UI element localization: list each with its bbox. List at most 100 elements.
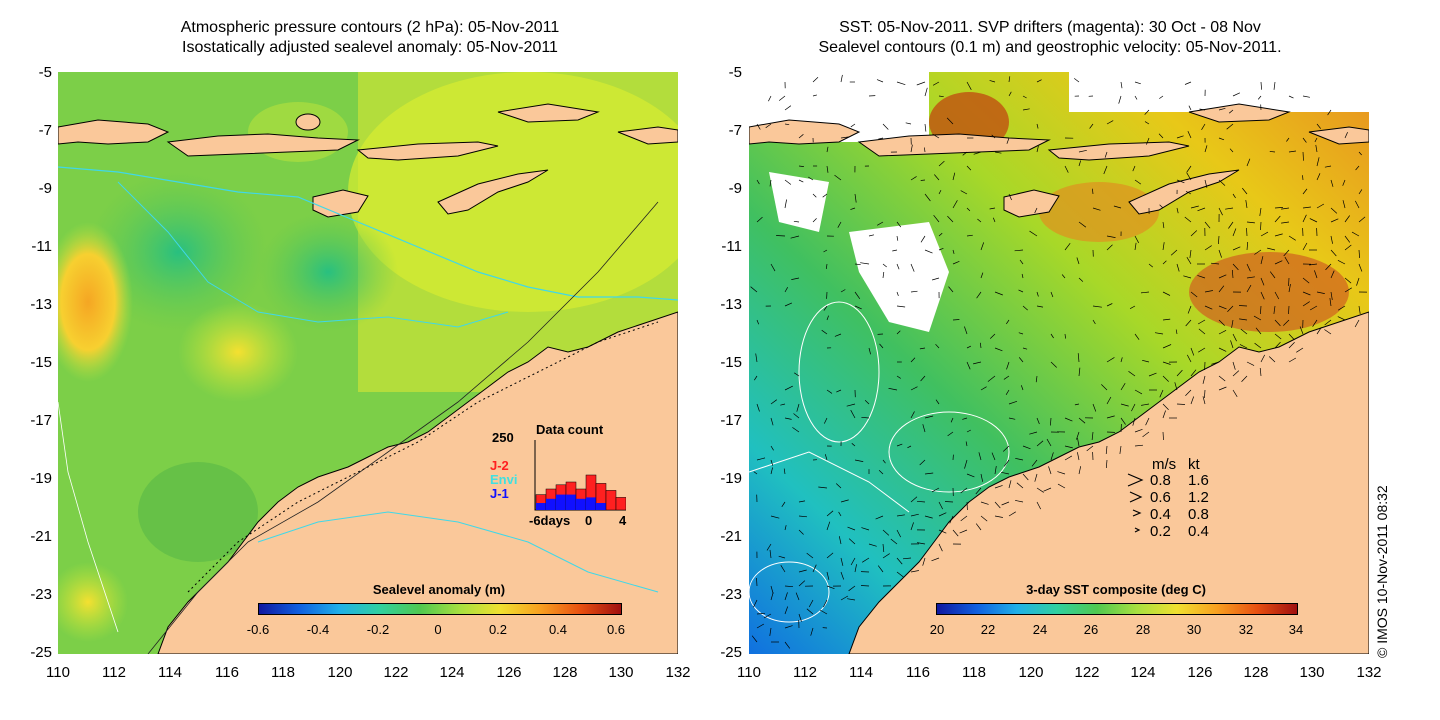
x-tick-label: 132	[665, 664, 691, 681]
x-tick-label: 114	[158, 664, 182, 681]
velocity-arrow	[854, 459, 864, 462]
velocity-arrow	[910, 263, 915, 272]
velocity-arrow	[826, 571, 830, 580]
left-colorbar-title: Sealevel anomaly (m)	[372, 582, 506, 597]
velocity-arrow	[795, 592, 800, 601]
velocity-arrow	[1358, 216, 1366, 223]
velocity-arrow	[989, 207, 996, 210]
velocity-arrow	[1006, 137, 1010, 144]
velocity-arrow	[1337, 259, 1346, 265]
velocity-arrow	[1078, 149, 1087, 153]
velocity-arrow	[1284, 256, 1290, 265]
velocity-arrow	[1239, 344, 1248, 349]
velocity-arrow	[1002, 445, 1010, 452]
velocity-arrow	[793, 413, 800, 419]
velocity-arrow	[1218, 386, 1227, 391]
velocity-arrow	[823, 249, 828, 253]
velocity-arrow	[1132, 417, 1136, 426]
velocity-arrow	[1022, 305, 1028, 311]
velocity-arrow	[952, 172, 956, 181]
velocity-arrow	[798, 515, 808, 518]
velocity-arrow	[1218, 305, 1227, 310]
speed-legend-kt: 0.4	[1188, 523, 1209, 540]
velocity-arrow	[1218, 375, 1226, 382]
colorbar-tick: 34	[1288, 622, 1304, 637]
velocity-arrow	[784, 592, 788, 601]
velocity-arrow	[1189, 249, 1192, 258]
velocity-arrow	[980, 515, 988, 522]
velocity-arrow	[1354, 319, 1360, 328]
velocity-arrow	[798, 529, 804, 535]
velocity-arrow	[938, 160, 945, 167]
colorbar-tick: 22	[980, 622, 996, 637]
velocity-arrow	[896, 81, 906, 86]
velocity-arrow	[851, 443, 856, 447]
left-map-area[interactable]	[58, 72, 678, 654]
velocity-arrow	[1314, 137, 1318, 143]
histogram-bars	[534, 440, 626, 511]
velocity-arrow	[860, 585, 870, 587]
histogram-ymax: 250	[492, 430, 514, 445]
velocity-arrow	[840, 595, 849, 601]
velocity-arrow	[1076, 257, 1080, 265]
velocity-arrow	[962, 151, 968, 156]
x-tick-label: 132	[1356, 664, 1382, 681]
velocity-arrow	[919, 347, 926, 350]
velocity-arrow	[966, 361, 971, 370]
histogram-xlabel-start: -6days	[529, 513, 571, 528]
velocity-arrow	[838, 511, 842, 517]
velocity-arrow	[1134, 179, 1142, 185]
velocity-arrow	[1314, 270, 1318, 279]
velocity-arrow	[1202, 396, 1206, 405]
velocity-arrow	[1260, 256, 1264, 265]
velocity-arrow	[938, 189, 942, 195]
velocity-arrow	[1302, 242, 1308, 251]
y-tick-label: -25	[30, 644, 52, 661]
velocity-arrow	[1036, 145, 1039, 153]
velocity-arrow	[1159, 204, 1164, 209]
velocity-arrow	[1190, 347, 1195, 356]
velocity-arrow	[1176, 135, 1184, 139]
velocity-arrow	[1134, 242, 1137, 251]
velocity-arrow	[924, 193, 931, 202]
velocity-arrow	[1132, 165, 1136, 172]
velocity-arrow	[1218, 347, 1227, 352]
velocity-arrow	[896, 529, 902, 538]
velocity-arrow	[1154, 332, 1164, 335]
velocity-arrow	[798, 613, 802, 622]
left-title-line1: Atmospheric pressure contours (2 hPa): 0…	[180, 19, 560, 36]
velocity-arrow	[793, 220, 800, 223]
velocity-arrow	[920, 179, 926, 181]
velocity-arrow	[1048, 466, 1052, 475]
right-map-area[interactable]	[749, 72, 1369, 654]
velocity-arrow	[1003, 459, 1010, 467]
velocity-arrow	[1159, 95, 1164, 99]
velocity-arrow	[1316, 291, 1325, 294]
velocity-arrow	[916, 500, 926, 503]
velocity-arrow	[1338, 305, 1346, 311]
y-tick-label: -21	[30, 528, 52, 545]
velocity-arrow	[1232, 228, 1237, 237]
velocity-arrow	[840, 136, 850, 139]
velocity-arrow	[784, 179, 792, 185]
velocity-arrow	[910, 496, 918, 503]
histogram-xlabel-end: 4	[619, 513, 627, 528]
velocity-arrow	[840, 499, 849, 503]
velocity-arrow	[1218, 274, 1227, 279]
velocity-arrow	[1162, 260, 1167, 265]
velocity-arrow	[798, 580, 806, 587]
right-map-title: SST: 05-Nov-2011. SVP drifters (magenta)…	[720, 18, 1380, 58]
velocity-arrow	[1246, 241, 1249, 251]
velocity-arrow	[922, 557, 926, 566]
right-title-line1: SST: 05-Nov-2011. SVP drifters (magenta)…	[839, 19, 1261, 36]
velocity-arrow	[905, 122, 912, 125]
velocity-arrow	[882, 543, 885, 553]
velocity-arrow	[1183, 275, 1192, 279]
velocity-arrow	[991, 452, 996, 461]
velocity-arrow	[924, 515, 933, 519]
colorbar-tick: 0.4	[548, 622, 568, 637]
y-tick-label: -5	[38, 64, 52, 81]
y-tick-label: -11	[721, 238, 742, 255]
velocity-arrow	[1274, 215, 1281, 223]
colorbar-tick: -0.2	[366, 622, 390, 637]
